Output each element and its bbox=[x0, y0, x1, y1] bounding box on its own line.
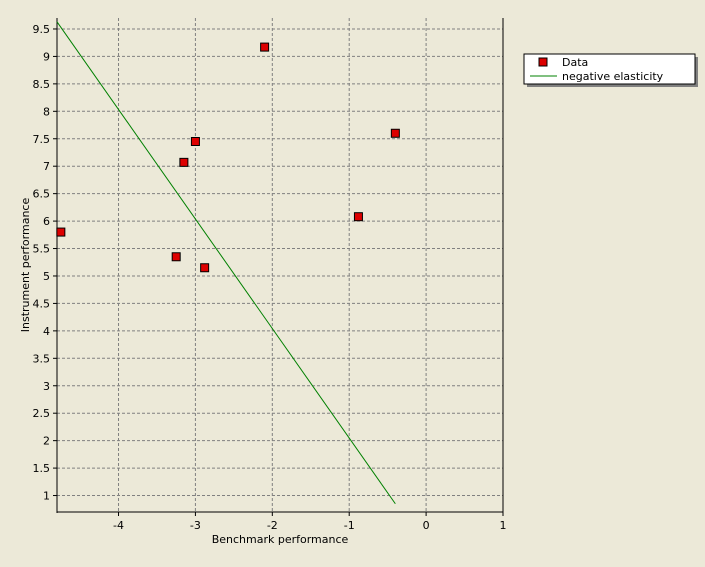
y-tick-label: 7 bbox=[43, 160, 50, 173]
data-point bbox=[200, 263, 210, 273]
legend-line-label: negative elasticity bbox=[562, 70, 664, 83]
y-tick-label: 3.5 bbox=[33, 352, 51, 365]
plot-area bbox=[57, 18, 503, 512]
legend: Data negative elasticity bbox=[523, 53, 698, 87]
data-point bbox=[260, 42, 270, 52]
y-tick-label: 6 bbox=[43, 215, 50, 228]
x-tick-label: -2 bbox=[267, 519, 278, 532]
data-point bbox=[171, 252, 181, 262]
y-tick-label: 8.5 bbox=[33, 78, 51, 91]
tick-labels: -4 -3 -2 -1 0 1 1 1.5 2 2.5 3 3.5 4 4.5 5 5.5 6 6.5 7 7.5 8 8… bbox=[33, 23, 507, 532]
y-tick-label: 4.5 bbox=[33, 297, 51, 310]
y-tick-label: 1 bbox=[43, 490, 50, 503]
legend-data-label: Data bbox=[562, 56, 588, 69]
y-tick-label: 3 bbox=[43, 380, 50, 393]
legend-box bbox=[523, 53, 696, 85]
x-tick-label: 0 bbox=[423, 519, 430, 532]
legend-data-marker bbox=[538, 57, 548, 67]
data-point bbox=[179, 157, 189, 167]
x-axis-label: Benchmark performance bbox=[212, 533, 349, 546]
data-point bbox=[190, 137, 200, 146]
x-tick-label: -1 bbox=[344, 519, 355, 532]
y-tick-label: 1.5 bbox=[33, 462, 51, 475]
data-point bbox=[353, 212, 363, 222]
trend-line bbox=[56, 21, 396, 505]
series-layer bbox=[56, 21, 400, 505]
y-axis-label: Instrument performance bbox=[19, 198, 32, 333]
y-tick-label: 9.5 bbox=[33, 23, 51, 36]
x-tick-label: -3 bbox=[190, 519, 201, 532]
y-tick-label: 2.5 bbox=[33, 407, 51, 420]
y-tick-label: 5 bbox=[43, 270, 50, 283]
data-point bbox=[390, 128, 400, 138]
y-tick-label: 4 bbox=[43, 325, 50, 338]
x-tick-label: 1 bbox=[500, 519, 507, 532]
y-tick-label: 7.5 bbox=[33, 133, 51, 146]
axes bbox=[53, 18, 504, 516]
y-tick-label: 8 bbox=[43, 105, 50, 118]
y-tick-label: 5.5 bbox=[33, 243, 51, 256]
data-point bbox=[56, 227, 66, 237]
x-tick-label: -4 bbox=[113, 519, 124, 532]
y-tick-label: 9 bbox=[43, 50, 50, 63]
y-tick-label: 6.5 bbox=[33, 188, 51, 201]
y-tick-label: 2 bbox=[43, 435, 50, 448]
